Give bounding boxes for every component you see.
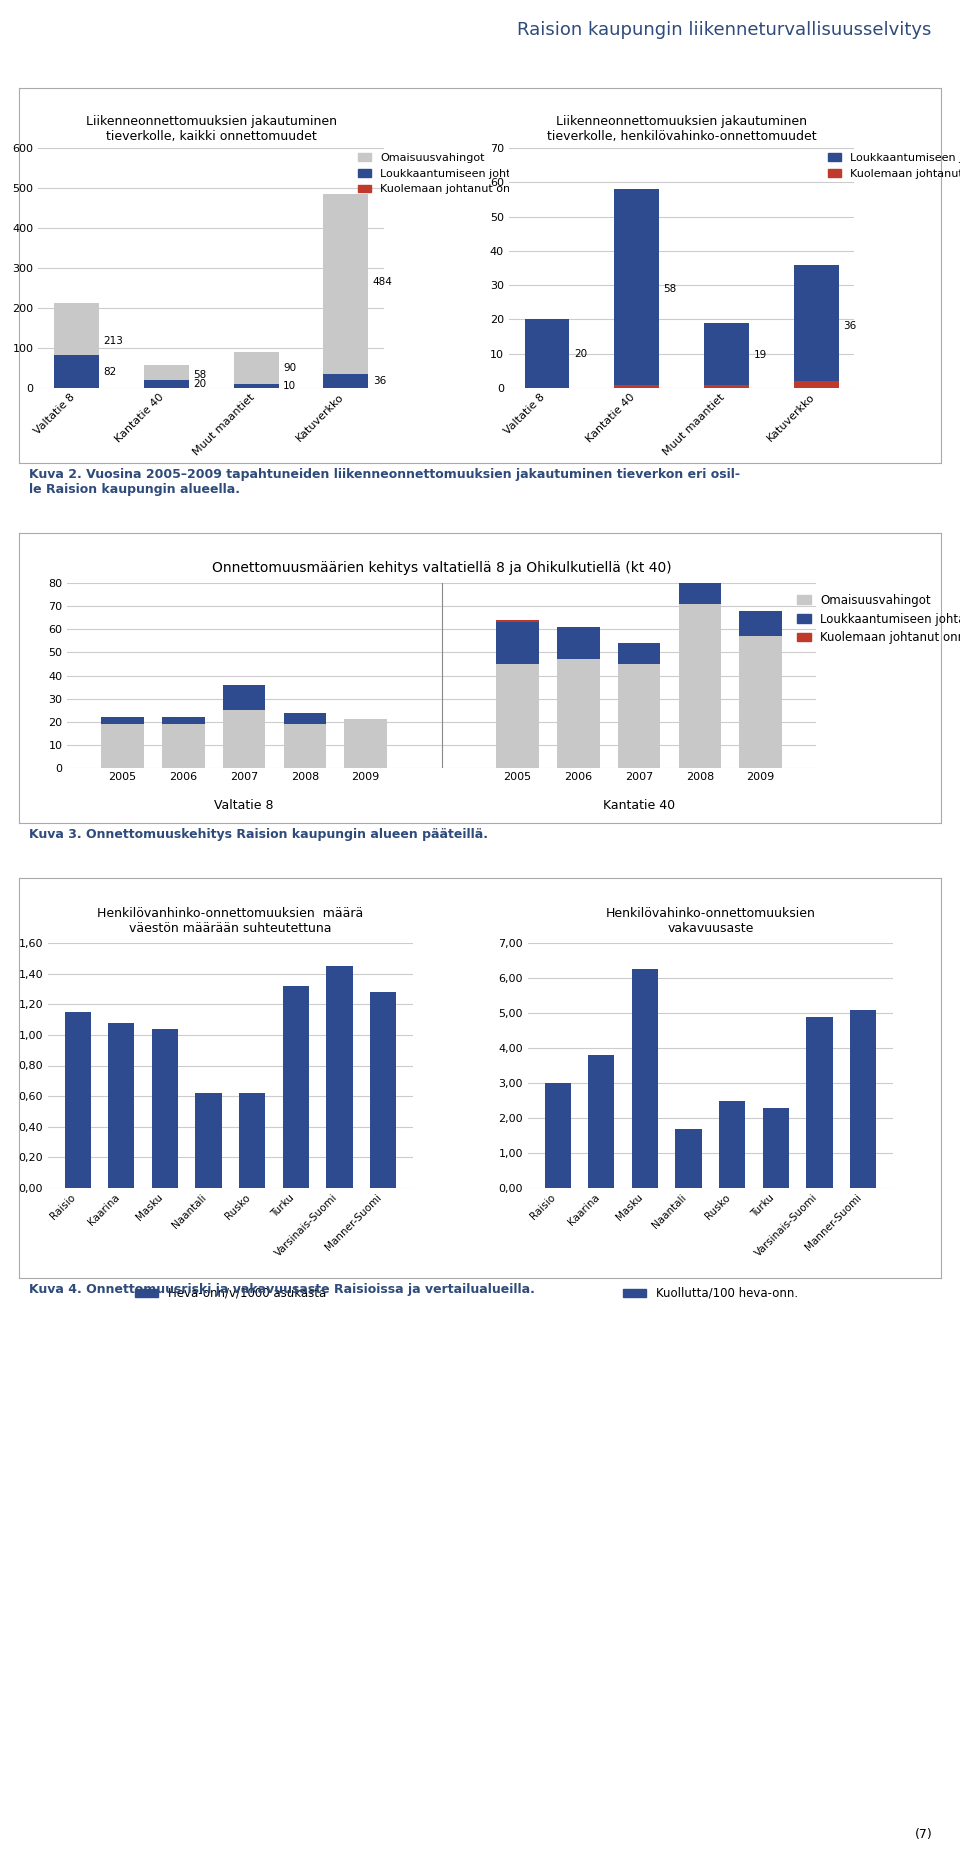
Bar (794, 382, 839, 387)
Text: 20: 20 (193, 380, 206, 389)
Text: Kuva 2. Vuosina 2005–2009 tapahtuneiden liikenneonnettomuuksien jakautuminen tie: Kuva 2. Vuosina 2005–2009 tapahtuneiden … (29, 467, 740, 497)
Bar (54, 355, 99, 387)
Text: 36: 36 (372, 376, 386, 385)
Text: 58: 58 (193, 370, 206, 380)
Bar (152, 1029, 178, 1187)
Bar (618, 644, 660, 664)
Text: 19: 19 (754, 350, 767, 361)
Legend: Loukkaantumiseen johtanut onn., Kuolemaan johtanut onn.: Loukkaantumiseen johtanut onn., Kuolemaa… (824, 149, 960, 182)
Bar (324, 194, 369, 387)
Bar (54, 303, 99, 387)
Text: (7): (7) (915, 1829, 932, 1841)
Bar (676, 1128, 702, 1187)
Bar (719, 1100, 745, 1187)
Bar (64, 1012, 91, 1187)
Text: 484: 484 (372, 277, 393, 287)
Bar (524, 320, 569, 387)
Title: Onnettomuusmäärien kehitys valtatiellä 8 ja Ohikulkutiellä (kt 40): Onnettomuusmäärien kehitys valtatiellä 8… (212, 560, 671, 575)
Bar (557, 659, 600, 769)
Legend: Omaisuusvahingot, Loukkaantumiseen johtanut onn., Kuolemaan johtanut onn.: Omaisuusvahingot, Loukkaantumiseen johta… (353, 149, 568, 199)
Bar (544, 1083, 571, 1187)
Bar (108, 1024, 134, 1187)
Bar (614, 385, 660, 387)
Title: Liikenneonnettomuuksien jakautuminen
tieverkolle, kaikki onnettomuudet: Liikenneonnettomuuksien jakautuminen tie… (85, 115, 337, 143)
Bar (806, 1016, 832, 1187)
Bar (588, 1055, 614, 1187)
Bar (704, 322, 749, 387)
Bar (144, 365, 189, 387)
Bar (496, 620, 539, 622)
Bar (496, 664, 539, 769)
Text: Kuva 3. Onnettomuuskehitys Raision kaupungin alueen pääteillä.: Kuva 3. Onnettomuuskehitys Raision kaupu… (29, 828, 488, 841)
Text: 58: 58 (663, 283, 677, 294)
Bar (162, 716, 204, 724)
Bar (283, 986, 309, 1187)
Bar (196, 1092, 222, 1187)
Bar (618, 664, 660, 769)
Bar (223, 711, 265, 769)
Bar (763, 1107, 789, 1187)
Bar (326, 966, 352, 1187)
Bar (370, 992, 396, 1187)
Legend: Kuollutta/100 heva-onn.: Kuollutta/100 heva-onn. (618, 1282, 803, 1305)
Legend: Heva-onn/v/1000 asukasta: Heva-onn/v/1000 asukasta (130, 1282, 331, 1305)
Bar (850, 1009, 876, 1187)
Text: 82: 82 (104, 367, 117, 376)
Bar (794, 264, 839, 387)
Bar (557, 627, 600, 659)
Bar (233, 383, 278, 387)
Text: 10: 10 (283, 382, 296, 391)
Bar (233, 352, 278, 387)
Text: Valtatie 8: Valtatie 8 (214, 800, 274, 813)
Text: Kantatie 40: Kantatie 40 (603, 800, 675, 813)
Bar (704, 385, 749, 387)
Text: 90: 90 (283, 363, 296, 374)
Title: Henkilövanhinko-onnettomuuksien  määrä
väestön määrään suhteutettuna: Henkilövanhinko-onnettomuuksien määrä vä… (97, 906, 364, 934)
Text: 213: 213 (104, 337, 123, 346)
Bar (496, 622, 539, 664)
Title: Liikenneonnettomuuksien jakautuminen
tieverkolle, henkilövahinko-onnettomuudet: Liikenneonnettomuuksien jakautuminen tie… (547, 115, 816, 143)
Title: Henkilövahinko-onnettomuuksien
vakavuusaste: Henkilövahinko-onnettomuuksien vakavuusa… (606, 906, 815, 934)
Bar (223, 685, 265, 711)
Bar (283, 724, 326, 769)
Text: 20: 20 (574, 348, 587, 359)
Bar (679, 603, 721, 769)
Bar (739, 636, 782, 769)
Bar (162, 724, 204, 769)
Text: 36: 36 (843, 322, 856, 331)
Bar (239, 1092, 265, 1187)
Bar (324, 374, 369, 387)
Text: Raision kaupungin liikenneturvallisuusselvitys: Raision kaupungin liikenneturvallisuusse… (516, 20, 931, 39)
Bar (614, 190, 660, 387)
Bar (144, 380, 189, 387)
Bar (739, 610, 782, 636)
Text: Kuva 4. Onnettomuusriski ja vakavuusaste Raisioissa ja vertailualueilla.: Kuva 4. Onnettomuusriski ja vakavuusaste… (29, 1282, 535, 1295)
Bar (632, 970, 658, 1187)
Bar (345, 720, 387, 769)
Legend: Omaisuusvahingot, Loukkaantumiseen johtanut onn., Kuolemaan johtanut onn.: Omaisuusvahingot, Loukkaantumiseen johta… (792, 588, 960, 649)
Bar (101, 716, 144, 724)
Bar (679, 579, 721, 603)
Bar (101, 724, 144, 769)
Bar (283, 713, 326, 724)
